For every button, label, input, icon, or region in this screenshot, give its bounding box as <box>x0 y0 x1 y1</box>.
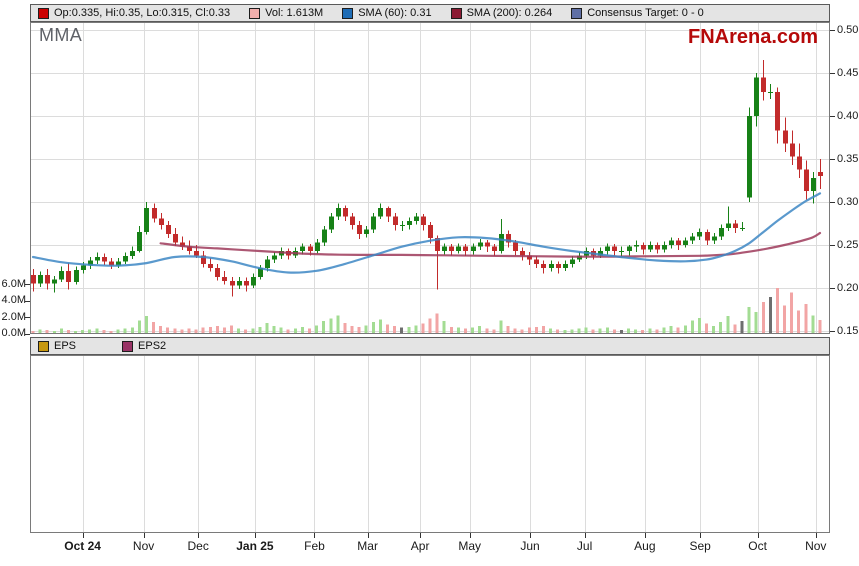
legend-item-ohlc: Op:0.335, Hi:0.35, Lo:0.315, Cl:0.33 <box>38 7 230 19</box>
price-axis-label: 0.15 <box>837 324 859 337</box>
month-label: Oct 24 <box>64 539 101 553</box>
legend-label: Vol: 1.613M <box>265 7 324 19</box>
legend-label: SMA (200): 0.264 <box>466 7 553 19</box>
price-legend-bar: Op:0.335, Hi:0.35, Lo:0.315, Cl:0.33 Vol:… <box>30 4 830 22</box>
price-axis-label: 0.35 <box>837 152 859 165</box>
legend-label: EPS2 <box>138 340 167 352</box>
legend-item-volume: Vol: 1.613M <box>249 7 323 19</box>
price-axis-label: 0.45 <box>837 66 859 79</box>
volume-axis-label: 0.0M <box>1 327 26 339</box>
eps-legend-bar: EPS EPS2 <box>30 337 830 355</box>
month-label: Aug <box>634 539 656 553</box>
price-axis-label: 0.50 <box>837 23 859 36</box>
month-label: Mar <box>357 539 378 553</box>
volume-bars <box>31 288 822 334</box>
month-label: Nov <box>132 539 155 553</box>
legend-item-sma60: SMA (60): 0.31 <box>342 7 432 19</box>
month-label: Nov <box>805 539 827 553</box>
legend-item-eps: EPS <box>38 340 76 352</box>
eps-panel-border <box>30 355 830 533</box>
sma200-line <box>159 231 822 258</box>
sma200-swatch-icon <box>450 7 462 19</box>
month-label: May <box>458 539 482 553</box>
legend-label: SMA (60): 0.31 <box>358 7 432 19</box>
gridlines <box>31 23 829 532</box>
sma60-line <box>31 192 822 274</box>
legend-label: EPS <box>54 340 77 352</box>
volume-swatch-icon <box>249 7 261 19</box>
price-axis-label: 0.30 <box>837 195 859 208</box>
ohlc-swatch-icon <box>38 7 49 19</box>
price-axis-label: 0.20 <box>837 281 859 294</box>
brand-logo: FNArena.com <box>688 26 819 48</box>
eps2-swatch-icon <box>122 340 134 352</box>
month-label: Jan 25 <box>236 539 274 553</box>
legend-item-sma200: SMA (200): 0.264 <box>450 7 553 19</box>
month-label: Feb <box>304 539 325 553</box>
consensus-swatch-icon <box>571 7 583 19</box>
sma60-swatch-icon <box>342 7 354 19</box>
legend-label: Consensus Target: 0 - 0 <box>587 7 704 19</box>
month-label: Dec <box>187 539 209 553</box>
price-axis-label: 0.40 <box>837 109 859 122</box>
volume-axis-label: 4.0M <box>1 294 26 306</box>
legend-item-eps2: EPS2 <box>122 340 166 352</box>
month-label: Sep <box>689 539 711 553</box>
month-label: Apr <box>410 539 430 553</box>
legend-label: Op:0.335, Hi:0.35, Lo:0.315, Cl:0.33 <box>54 7 231 19</box>
symbol-title: MMA <box>39 25 83 45</box>
volume-axis-label: 6.0M <box>1 277 26 290</box>
month-label: Jul <box>576 539 593 553</box>
month-label: Oct <box>748 539 767 553</box>
axis-ticks <box>25 30 835 538</box>
eps-swatch-icon <box>38 340 49 352</box>
legend-item-consensus: Consensus Target: 0 - 0 <box>571 7 704 19</box>
volume-axis-label: 2.0M <box>1 310 26 323</box>
price-panel-border <box>30 22 830 334</box>
month-label: Jun <box>520 539 540 553</box>
price-axis-label: 0.25 <box>837 238 859 251</box>
